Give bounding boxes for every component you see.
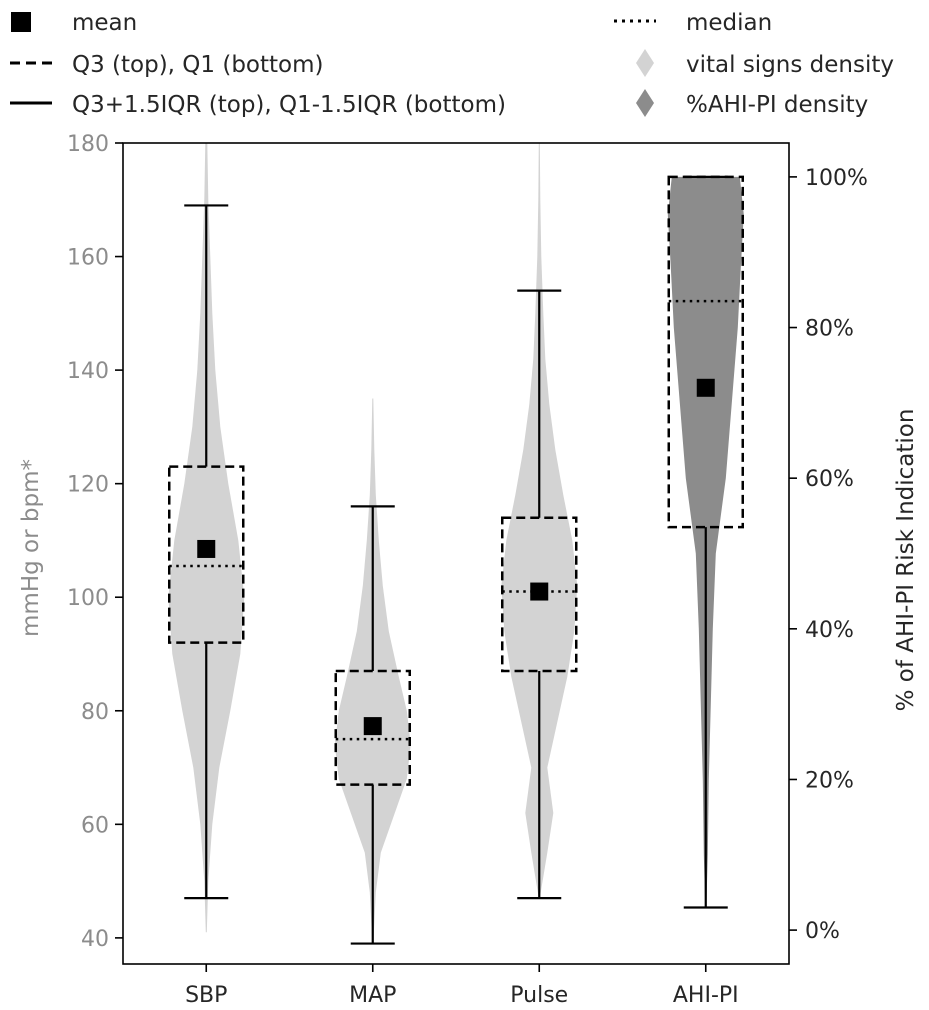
right-axis-tick-label: 0% [805,919,840,944]
left-axis-tick-label: 40 [81,927,109,952]
violin-ahi-pi [667,175,744,909]
mean-marker [696,378,715,397]
legend-ahi-density-marker [636,89,654,117]
quartile-box [501,516,578,673]
violin-map [334,398,411,945]
x-axis-tick-label: SBP [185,983,227,1008]
right-axis-tick-label: 60% [805,467,854,492]
left-axis-label: mmHg or bpm* [18,459,44,637]
x-axis-tick-label: MAP [349,983,396,1008]
legend-whisker-label: Q3+1.5IQR (top), Q1-1.5IQR (bottom) [72,92,506,118]
mean-marker [197,539,216,558]
right-axis-tick-label: 20% [805,768,854,793]
quartile-box [168,465,245,644]
left-axis-tick-label: 160 [67,246,109,271]
right-axis-tick-label: 40% [805,618,854,643]
violin-pulse [501,143,578,900]
left-axis-tick-label: 140 [67,359,109,384]
legend-median-label: median [686,10,772,36]
left-axis-tick-label: 120 [67,473,109,498]
left-axis-tick-label: 180 [67,132,109,157]
legend-mean-label: mean [72,10,137,36]
left-axis-tick-label: 60 [81,813,109,838]
density-shape [501,143,578,899]
mean-marker [530,582,549,601]
mean-marker [363,717,382,736]
density-shape [168,143,245,933]
violin-sbp [168,143,245,933]
legend-quartile-label: Q3 (top), Q1 (bottom) [72,52,323,78]
legend: mean Q3 (top), Q1 (bottom) Q3+1.5IQR (to… [10,10,894,118]
legend-mean-marker [11,12,31,32]
plot-area [168,143,744,945]
right-axis-label: % of AHI-PI Risk Indication [893,409,919,712]
quartile-box [334,669,411,786]
right-axis-tick-label: 100% [805,166,868,191]
density-shape [334,398,411,944]
left-axis: 40 60 80 100 120 140 160 180 [67,132,123,952]
legend-vital-density-marker [636,49,654,77]
right-axis-tick-label: 80% [805,317,854,342]
legend-ahi-density-label: %AHI-PI density [686,92,868,118]
plot-frame [122,142,790,965]
right-axis: 0% 20% 40% 60% 80% 100% [789,166,868,944]
left-axis-tick-label: 100 [67,586,109,611]
x-axis-tick-label: AHI-PI [673,983,739,1008]
quartile-box [667,175,744,529]
x-axis: SBP MAP Pulse AHI-PI [185,964,739,1008]
legend-vital-density-label: vital signs density [686,52,894,78]
x-axis-tick-label: Pulse [510,983,568,1008]
left-axis-tick-label: 80 [81,700,109,725]
